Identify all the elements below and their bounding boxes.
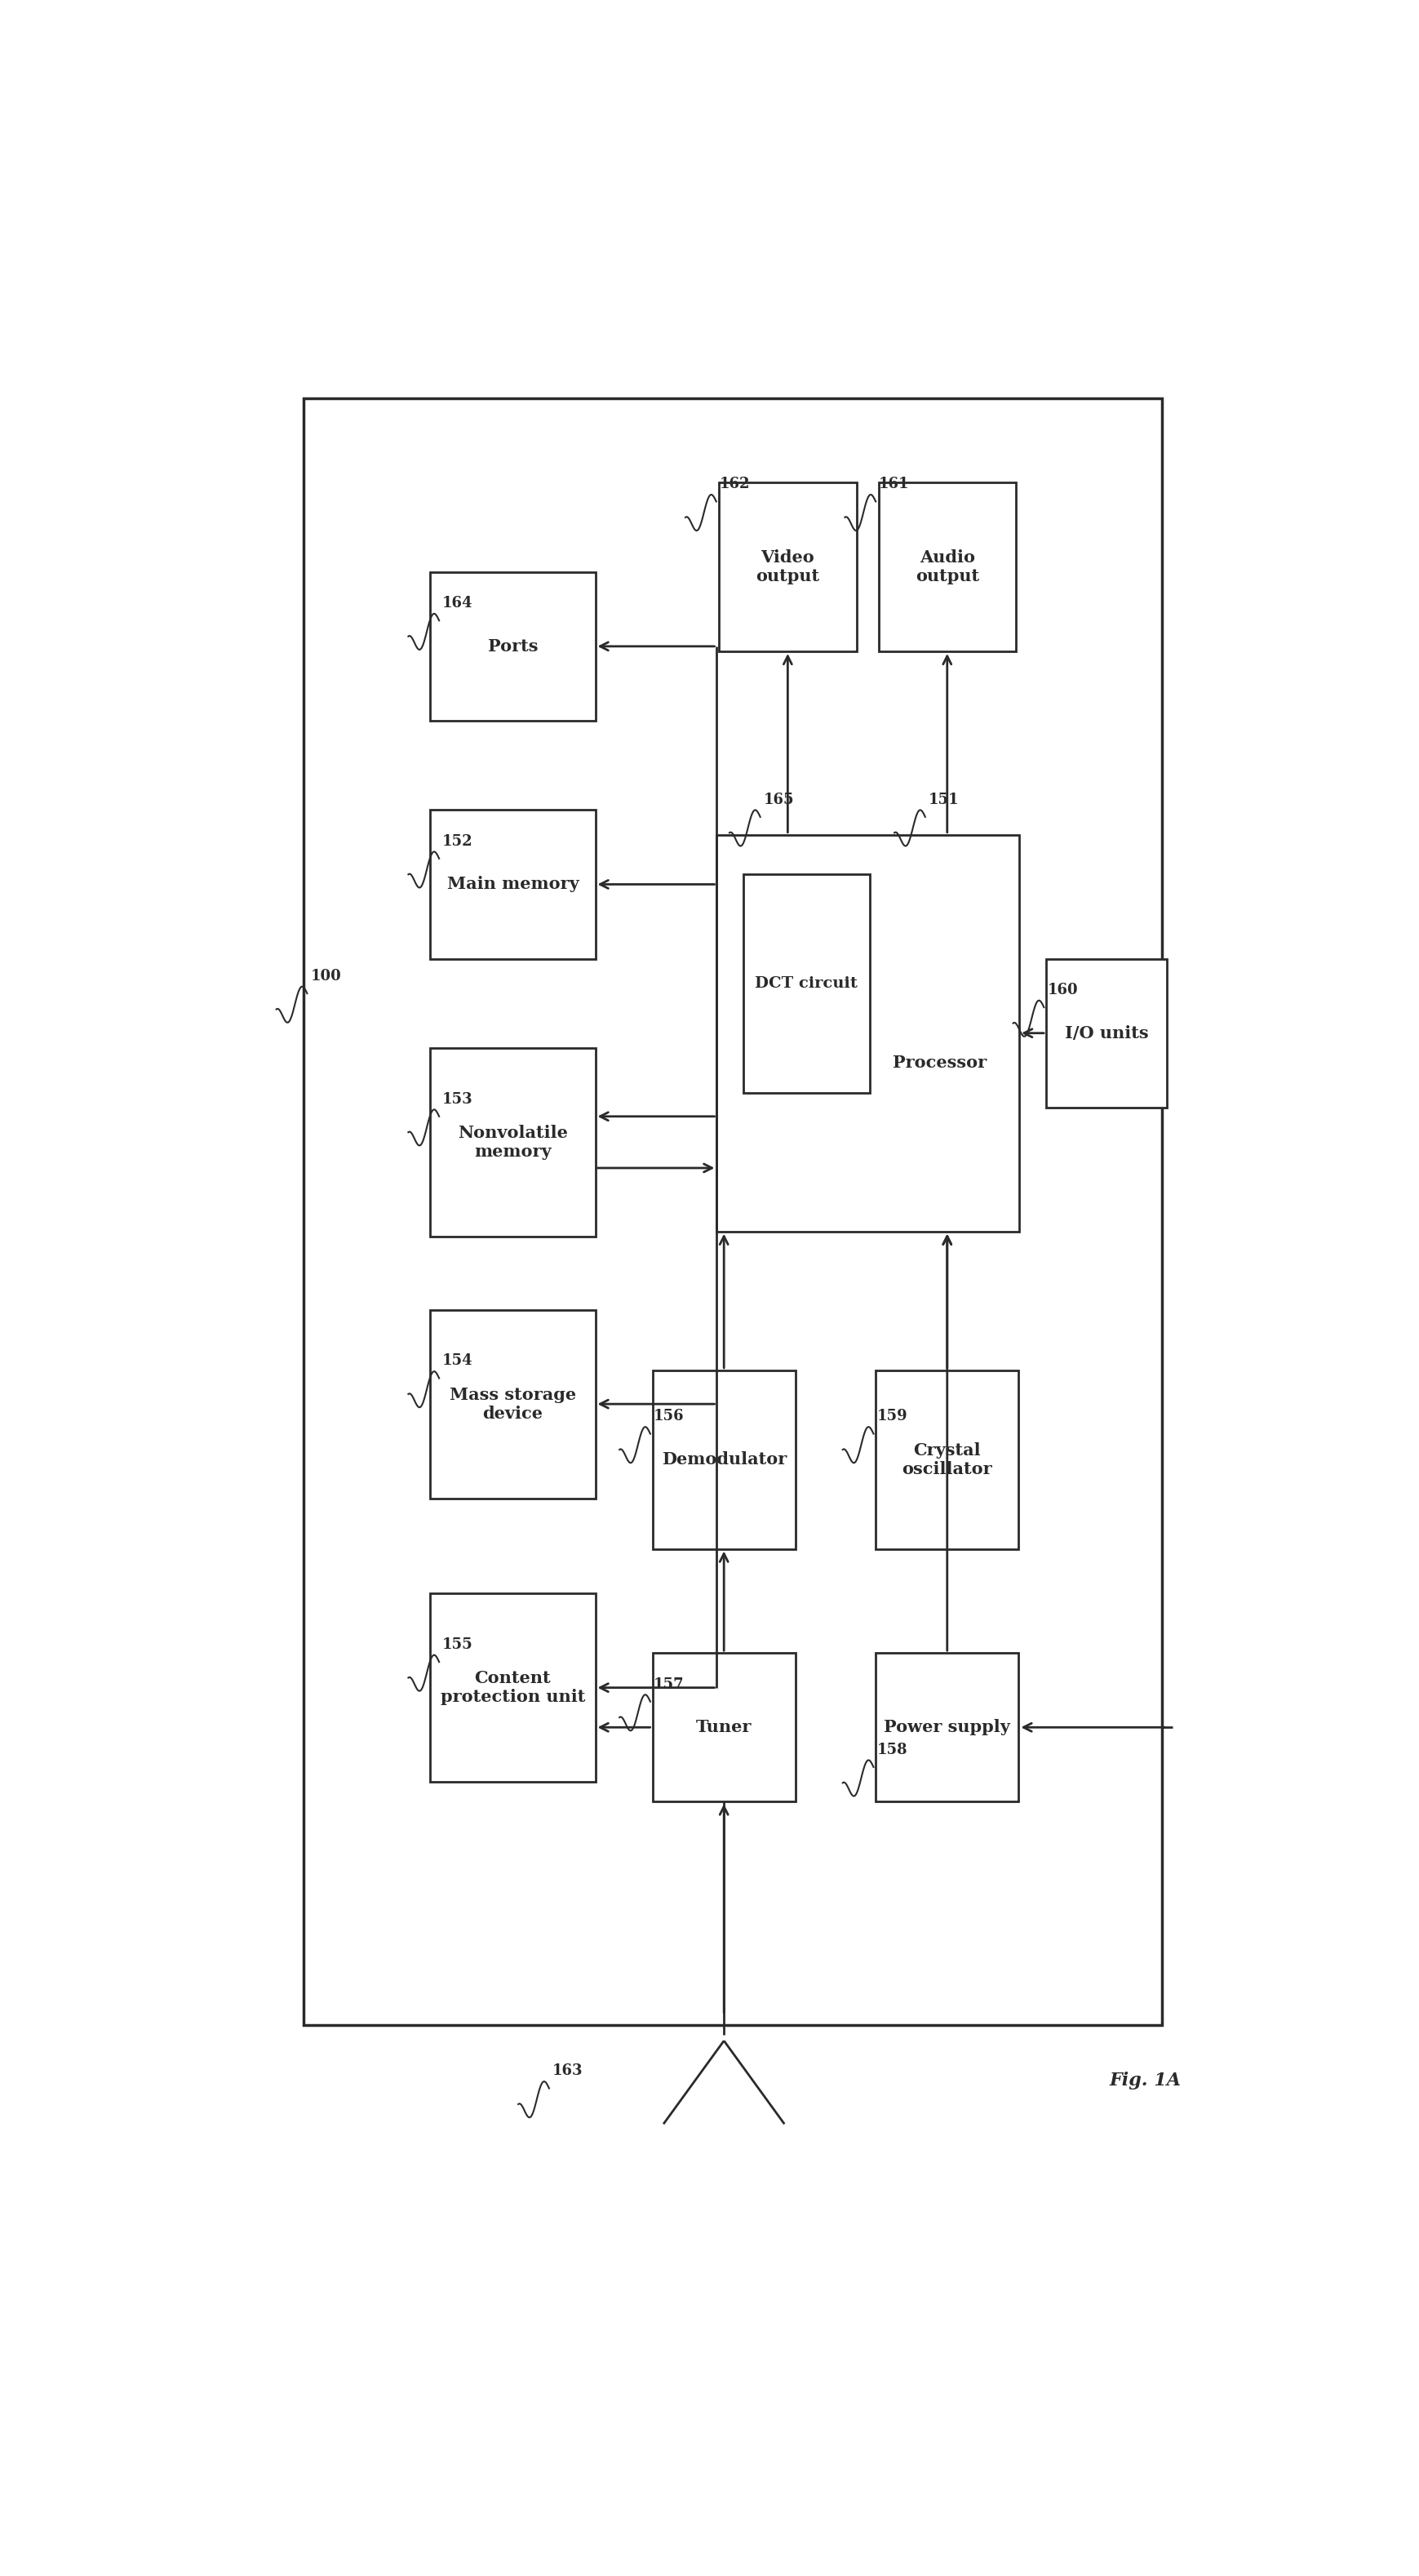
Text: 100: 100: [311, 969, 341, 984]
Bar: [430, 572, 596, 721]
Text: Fig. 1A: Fig. 1A: [1110, 2071, 1181, 2089]
Text: Ports: Ports: [488, 639, 538, 654]
Text: 162: 162: [719, 477, 751, 492]
Text: 163: 163: [552, 2063, 583, 2079]
Bar: [430, 809, 596, 958]
Text: 159: 159: [877, 1409, 908, 1425]
Text: 161: 161: [878, 477, 910, 492]
Text: 165: 165: [763, 793, 795, 806]
Text: 154: 154: [443, 1352, 473, 1368]
Bar: [304, 399, 1162, 2025]
Bar: [430, 1595, 596, 1783]
Text: 151: 151: [928, 793, 959, 806]
Text: 153: 153: [443, 1092, 473, 1108]
Text: Nonvolatile
memory: Nonvolatile memory: [458, 1126, 568, 1159]
Bar: [653, 1654, 796, 1801]
Text: 152: 152: [443, 835, 473, 848]
Text: Crystal
oscillator: Crystal oscillator: [902, 1443, 992, 1476]
Bar: [878, 482, 1016, 652]
Bar: [1046, 958, 1166, 1108]
Bar: [876, 1654, 1019, 1801]
Text: Mass storage
device: Mass storage device: [450, 1386, 576, 1422]
Text: Main memory: Main memory: [447, 876, 579, 891]
Text: 164: 164: [443, 595, 473, 611]
Bar: [719, 482, 857, 652]
Text: 160: 160: [1047, 981, 1078, 997]
Text: Content
protection unit: Content protection unit: [440, 1669, 585, 1705]
Text: Processor: Processor: [893, 1054, 986, 1072]
Bar: [653, 1370, 796, 1548]
Text: Power supply: Power supply: [884, 1718, 1010, 1736]
Text: Audio
output: Audio output: [915, 549, 979, 585]
Bar: [430, 1309, 596, 1499]
Text: 156: 156: [654, 1409, 684, 1425]
Bar: [717, 835, 1019, 1231]
Text: 157: 157: [654, 1677, 684, 1692]
Text: 155: 155: [443, 1638, 473, 1651]
Text: I/O units: I/O units: [1064, 1025, 1148, 1041]
Bar: [430, 1048, 596, 1236]
Bar: [744, 873, 870, 1092]
Text: Demodulator: Demodulator: [661, 1450, 786, 1468]
Text: Tuner: Tuner: [697, 1718, 752, 1736]
Bar: [876, 1370, 1019, 1548]
Text: DCT circuit: DCT circuit: [755, 976, 857, 992]
Text: Video
output: Video output: [756, 549, 820, 585]
Text: 158: 158: [877, 1741, 908, 1757]
